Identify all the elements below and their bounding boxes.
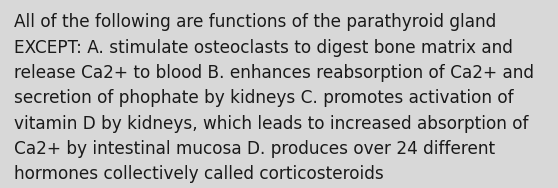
Text: hormones collectively called corticosteroids: hormones collectively called corticoster… xyxy=(14,165,384,183)
Text: All of the following are functions of the parathyroid gland: All of the following are functions of th… xyxy=(14,13,496,31)
Text: release Ca2+ to blood B. enhances reabsorption of Ca2+ and: release Ca2+ to blood B. enhances reabso… xyxy=(14,64,534,82)
Text: vitamin D by kidneys, which leads to increased absorption of: vitamin D by kidneys, which leads to inc… xyxy=(14,115,528,133)
Text: EXCEPT: A. stimulate osteoclasts to digest bone matrix and: EXCEPT: A. stimulate osteoclasts to dige… xyxy=(14,39,513,57)
Text: Ca2+ by intestinal mucosa D. produces over 24 different: Ca2+ by intestinal mucosa D. produces ov… xyxy=(14,140,495,158)
Text: secretion of phophate by kidneys C. promotes activation of: secretion of phophate by kidneys C. prom… xyxy=(14,89,513,107)
